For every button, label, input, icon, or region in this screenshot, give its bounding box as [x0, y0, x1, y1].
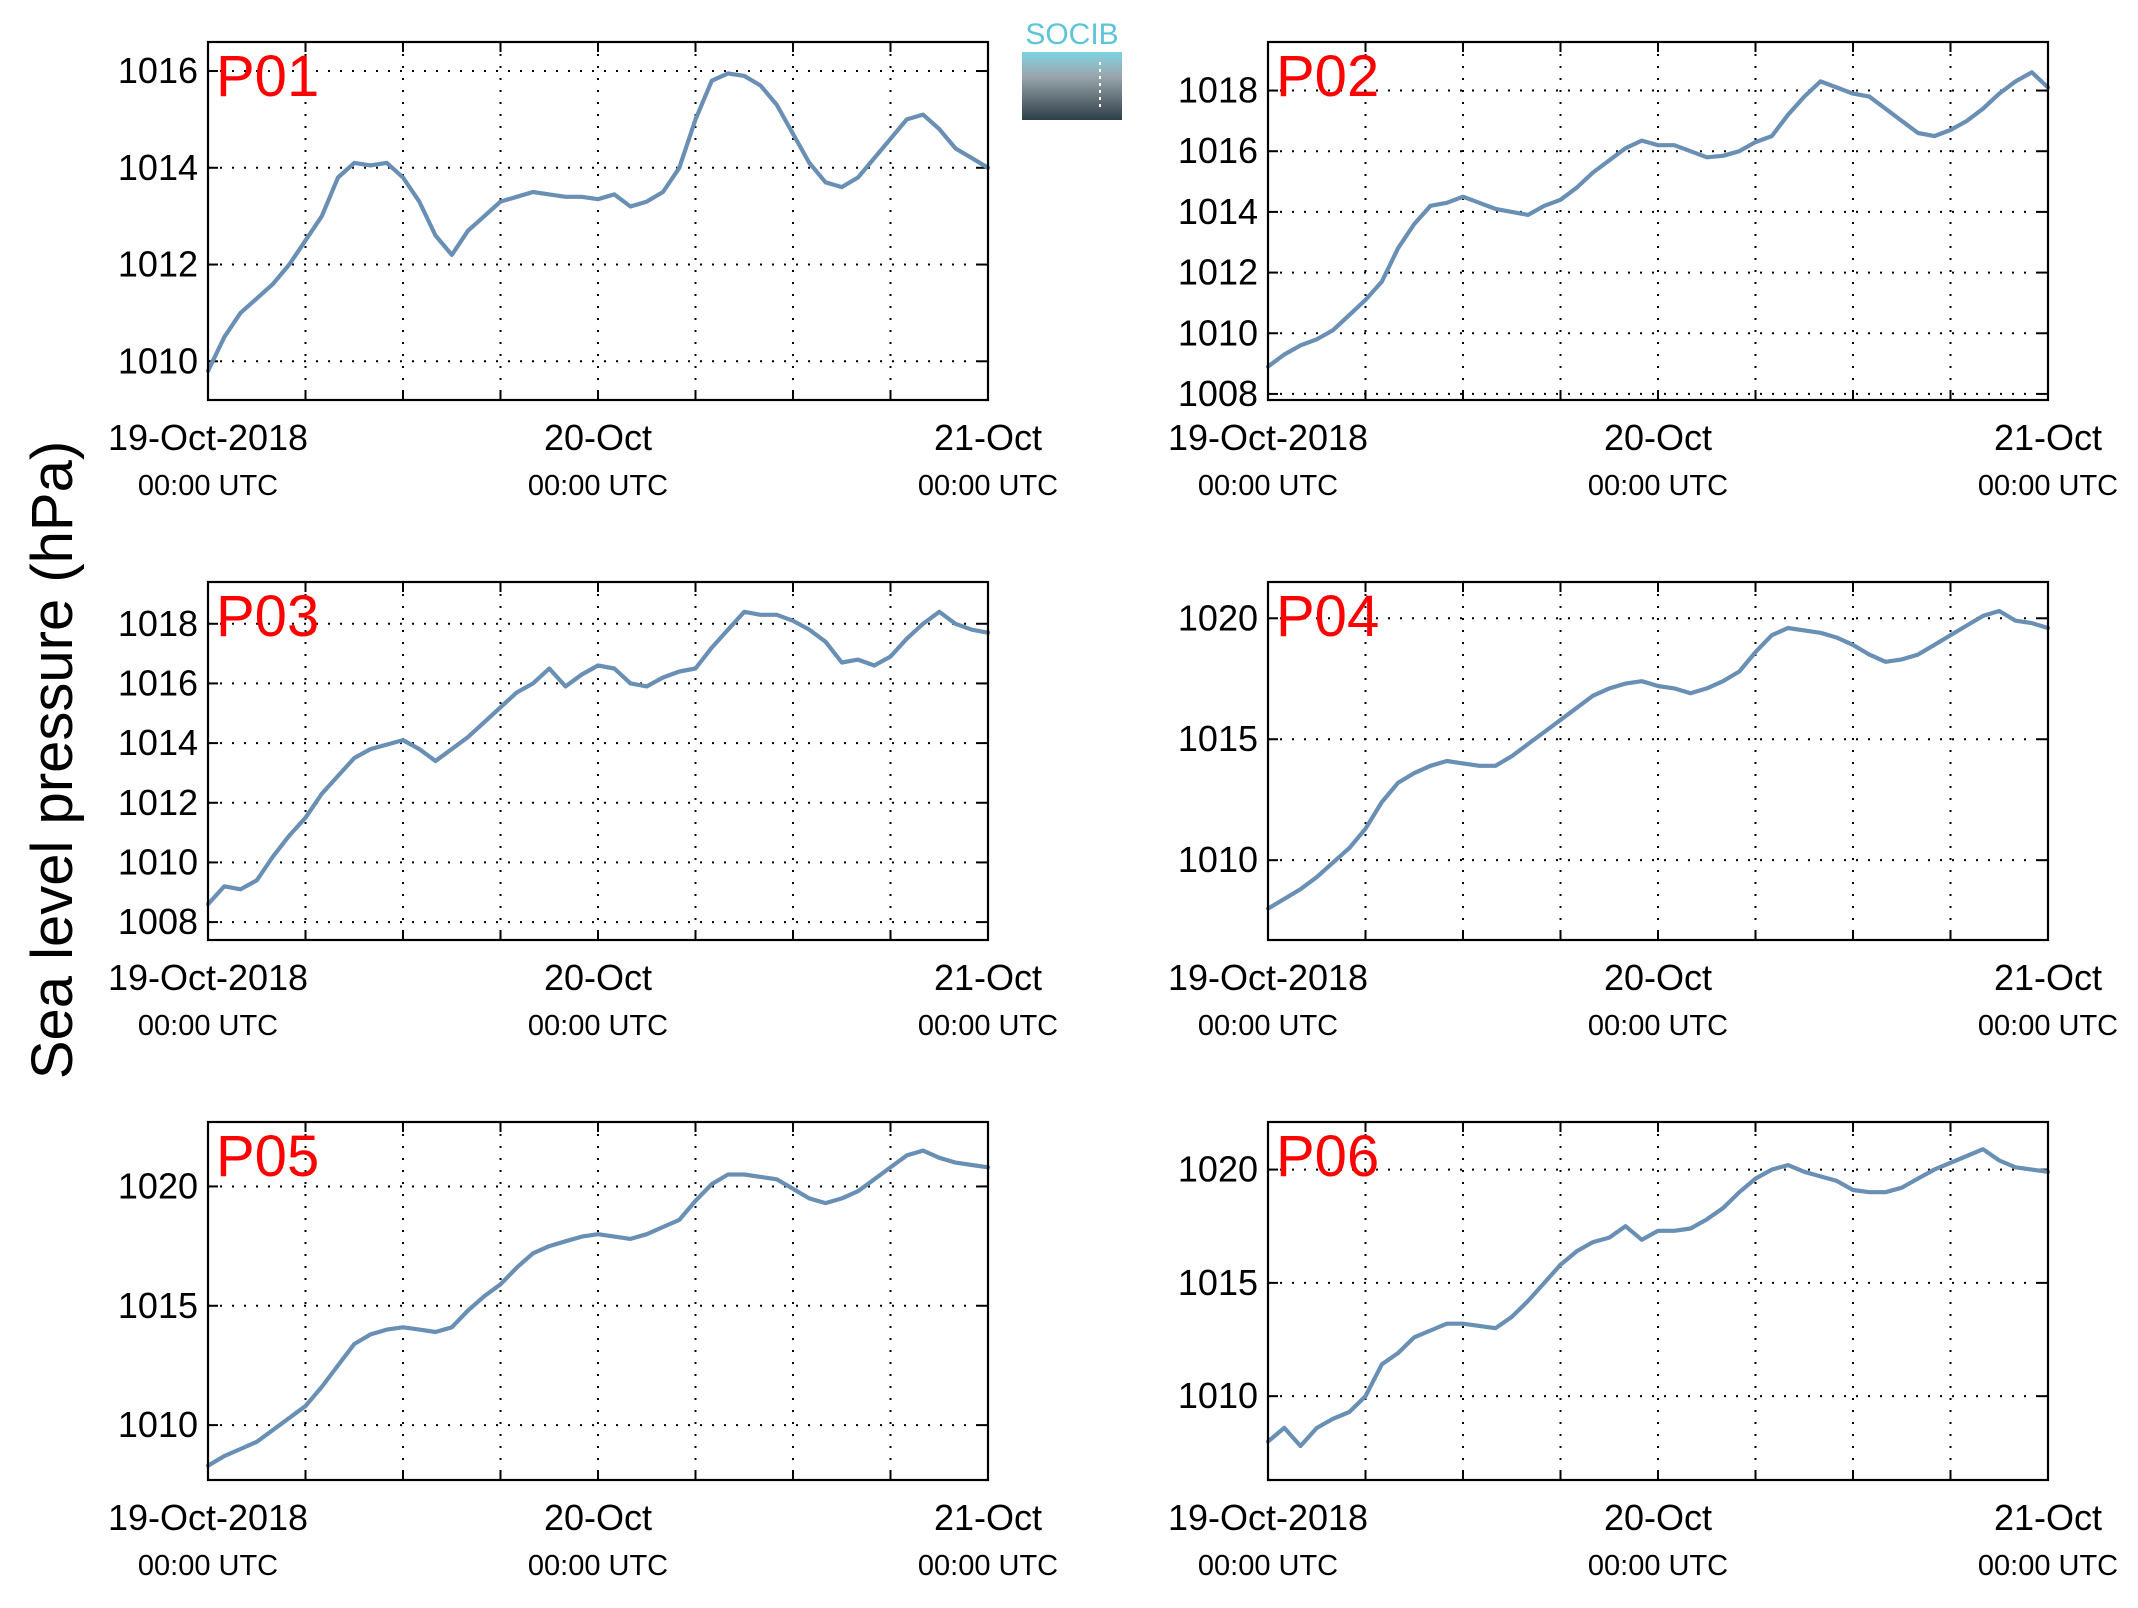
x-tick-label: 21-Oct: [1994, 417, 2102, 458]
panel-p05: 1010 1015 1020 19-Oct-2018 00:00 UTC 20-Oct 00…: [108, 1120, 1058, 1582]
x-tick-label: 20-Oct: [544, 1497, 652, 1538]
panel-p04: 1010 1015 1020 19-Oct-2018 00:00 UTC 20-Oct 00…: [1168, 580, 2118, 1042]
x-tick-sublabel: 00:00 UTC: [1198, 470, 1338, 502]
y-tick-label: 1015: [1178, 1262, 1258, 1303]
series-line-p06: [1265, 1147, 2051, 1449]
plot-frame: [206, 40, 990, 402]
plot-frame: [1266, 580, 2050, 942]
x-tick-sublabel: 00:00 UTC: [1588, 1010, 1728, 1042]
y-tick-label: 1020: [1178, 1149, 1258, 1190]
x-tick-label: 21-Oct: [934, 957, 1042, 998]
y-tick-label: 1008: [118, 901, 198, 942]
x-tick-label: 21-Oct: [934, 417, 1042, 458]
station-label: P02: [1276, 44, 1379, 109]
series-line-p04: [1265, 608, 2051, 911]
series-line-p05: [205, 1148, 991, 1468]
x-tick-sublabel: 00:00 UTC: [1588, 470, 1728, 502]
panel-p06: 1010 1015 1020 19-Oct-2018 00:00 UTC 20-Oct 00…: [1168, 1120, 2118, 1582]
panel-p02: 1008 1010 1012 1014 1016 1018 19-Oct-2018 00:00…: [1168, 40, 2118, 502]
logo-mark: [1022, 52, 1122, 120]
x-tick-sublabel: 00:00 UTC: [918, 1550, 1058, 1582]
x-tick-label: 21-Oct: [1994, 1497, 2102, 1538]
y-tick-label: 1016: [118, 662, 198, 703]
panel-p01: 1010 1012 1014 1016 19-Oct-2018 00:00 UTC 20-O…: [108, 40, 1058, 502]
series-line-p03: [205, 609, 991, 907]
x-tick-label: 19-Oct-2018: [108, 1497, 308, 1538]
logo-text: SOCIB: [1025, 18, 1118, 51]
x-tick-label: 19-Oct-2018: [108, 417, 308, 458]
y-tick-label: 1012: [1178, 252, 1258, 293]
station-label: P01: [216, 44, 319, 109]
socib-logo: SOCIB: [1022, 18, 1122, 120]
y-tick-label: 1014: [1178, 191, 1258, 232]
y-tick-label: 1010: [118, 340, 198, 381]
x-tick-label: 21-Oct: [934, 1497, 1042, 1538]
x-tick-label: 20-Oct: [544, 957, 652, 998]
y-tick-label: 1010: [1178, 839, 1258, 880]
station-label: P05: [216, 1124, 319, 1189]
x-tick-label: 21-Oct: [1994, 957, 2102, 998]
y-axis-label: Sea level pressure (hPa): [20, 441, 85, 1079]
panel-p03: 1008 1010 1012 1014 1016 1018 19-Oct-2018 00:00…: [108, 580, 1058, 1042]
station-label: P03: [216, 584, 319, 649]
y-tick-label: 1020: [118, 1165, 198, 1206]
plot-frame: [1266, 40, 2050, 402]
y-tick-label: 1010: [118, 841, 198, 882]
y-tick-label: 1015: [118, 1285, 198, 1326]
series-line-p01: [205, 71, 991, 374]
y-tick-label: 1016: [118, 50, 198, 91]
x-tick-sublabel: 00:00 UTC: [528, 470, 668, 502]
y-tick-label: 1015: [1178, 718, 1258, 759]
x-tick-sublabel: 00:00 UTC: [1978, 470, 2118, 502]
series-line-p02: [1265, 70, 2051, 369]
x-tick-sublabel: 00:00 UTC: [528, 1550, 668, 1582]
x-tick-label: 19-Oct-2018: [1168, 417, 1368, 458]
x-tick-label: 20-Oct: [1604, 957, 1712, 998]
x-tick-sublabel: 00:00 UTC: [1198, 1010, 1338, 1042]
x-tick-label: 19-Oct-2018: [108, 957, 308, 998]
plot-frame: [206, 1120, 990, 1482]
x-tick-label: 20-Oct: [1604, 417, 1712, 458]
x-tick-label: 20-Oct: [1604, 1497, 1712, 1538]
station-label: P06: [1276, 1124, 1379, 1189]
x-tick-sublabel: 00:00 UTC: [1588, 1550, 1728, 1582]
y-tick-label: 1010: [1178, 312, 1258, 353]
y-tick-label: 1018: [1178, 70, 1258, 111]
x-tick-label: 19-Oct-2018: [1168, 957, 1368, 998]
x-tick-sublabel: 00:00 UTC: [918, 470, 1058, 502]
x-tick-label: 19-Oct-2018: [1168, 1497, 1368, 1538]
x-tick-sublabel: 00:00 UTC: [138, 1550, 278, 1582]
x-tick-sublabel: 00:00 UTC: [918, 1010, 1058, 1042]
y-tick-label: 1020: [1178, 597, 1258, 638]
x-tick-sublabel: 00:00 UTC: [1198, 1550, 1338, 1582]
x-tick-sublabel: 00:00 UTC: [1978, 1010, 2118, 1042]
x-tick-sublabel: 00:00 UTC: [1978, 1550, 2118, 1582]
plot-frame: [1266, 1120, 2050, 1482]
x-tick-sublabel: 00:00 UTC: [528, 1010, 668, 1042]
x-tick-label: 20-Oct: [544, 417, 652, 458]
y-tick-label: 1014: [118, 147, 198, 188]
station-label: P04: [1276, 584, 1379, 649]
y-tick-label: 1016: [1178, 130, 1258, 171]
plot-frame: [206, 580, 990, 942]
x-tick-sublabel: 00:00 UTC: [138, 1010, 278, 1042]
x-tick-sublabel: 00:00 UTC: [138, 470, 278, 502]
y-tick-label: 1012: [118, 782, 198, 823]
y-tick-label: 1014: [118, 722, 198, 763]
y-tick-label: 1018: [118, 603, 198, 644]
y-tick-label: 1010: [1178, 1375, 1258, 1416]
y-tick-label: 1008: [1178, 373, 1258, 414]
y-tick-label: 1012: [118, 244, 198, 285]
y-tick-label: 1010: [118, 1404, 198, 1445]
